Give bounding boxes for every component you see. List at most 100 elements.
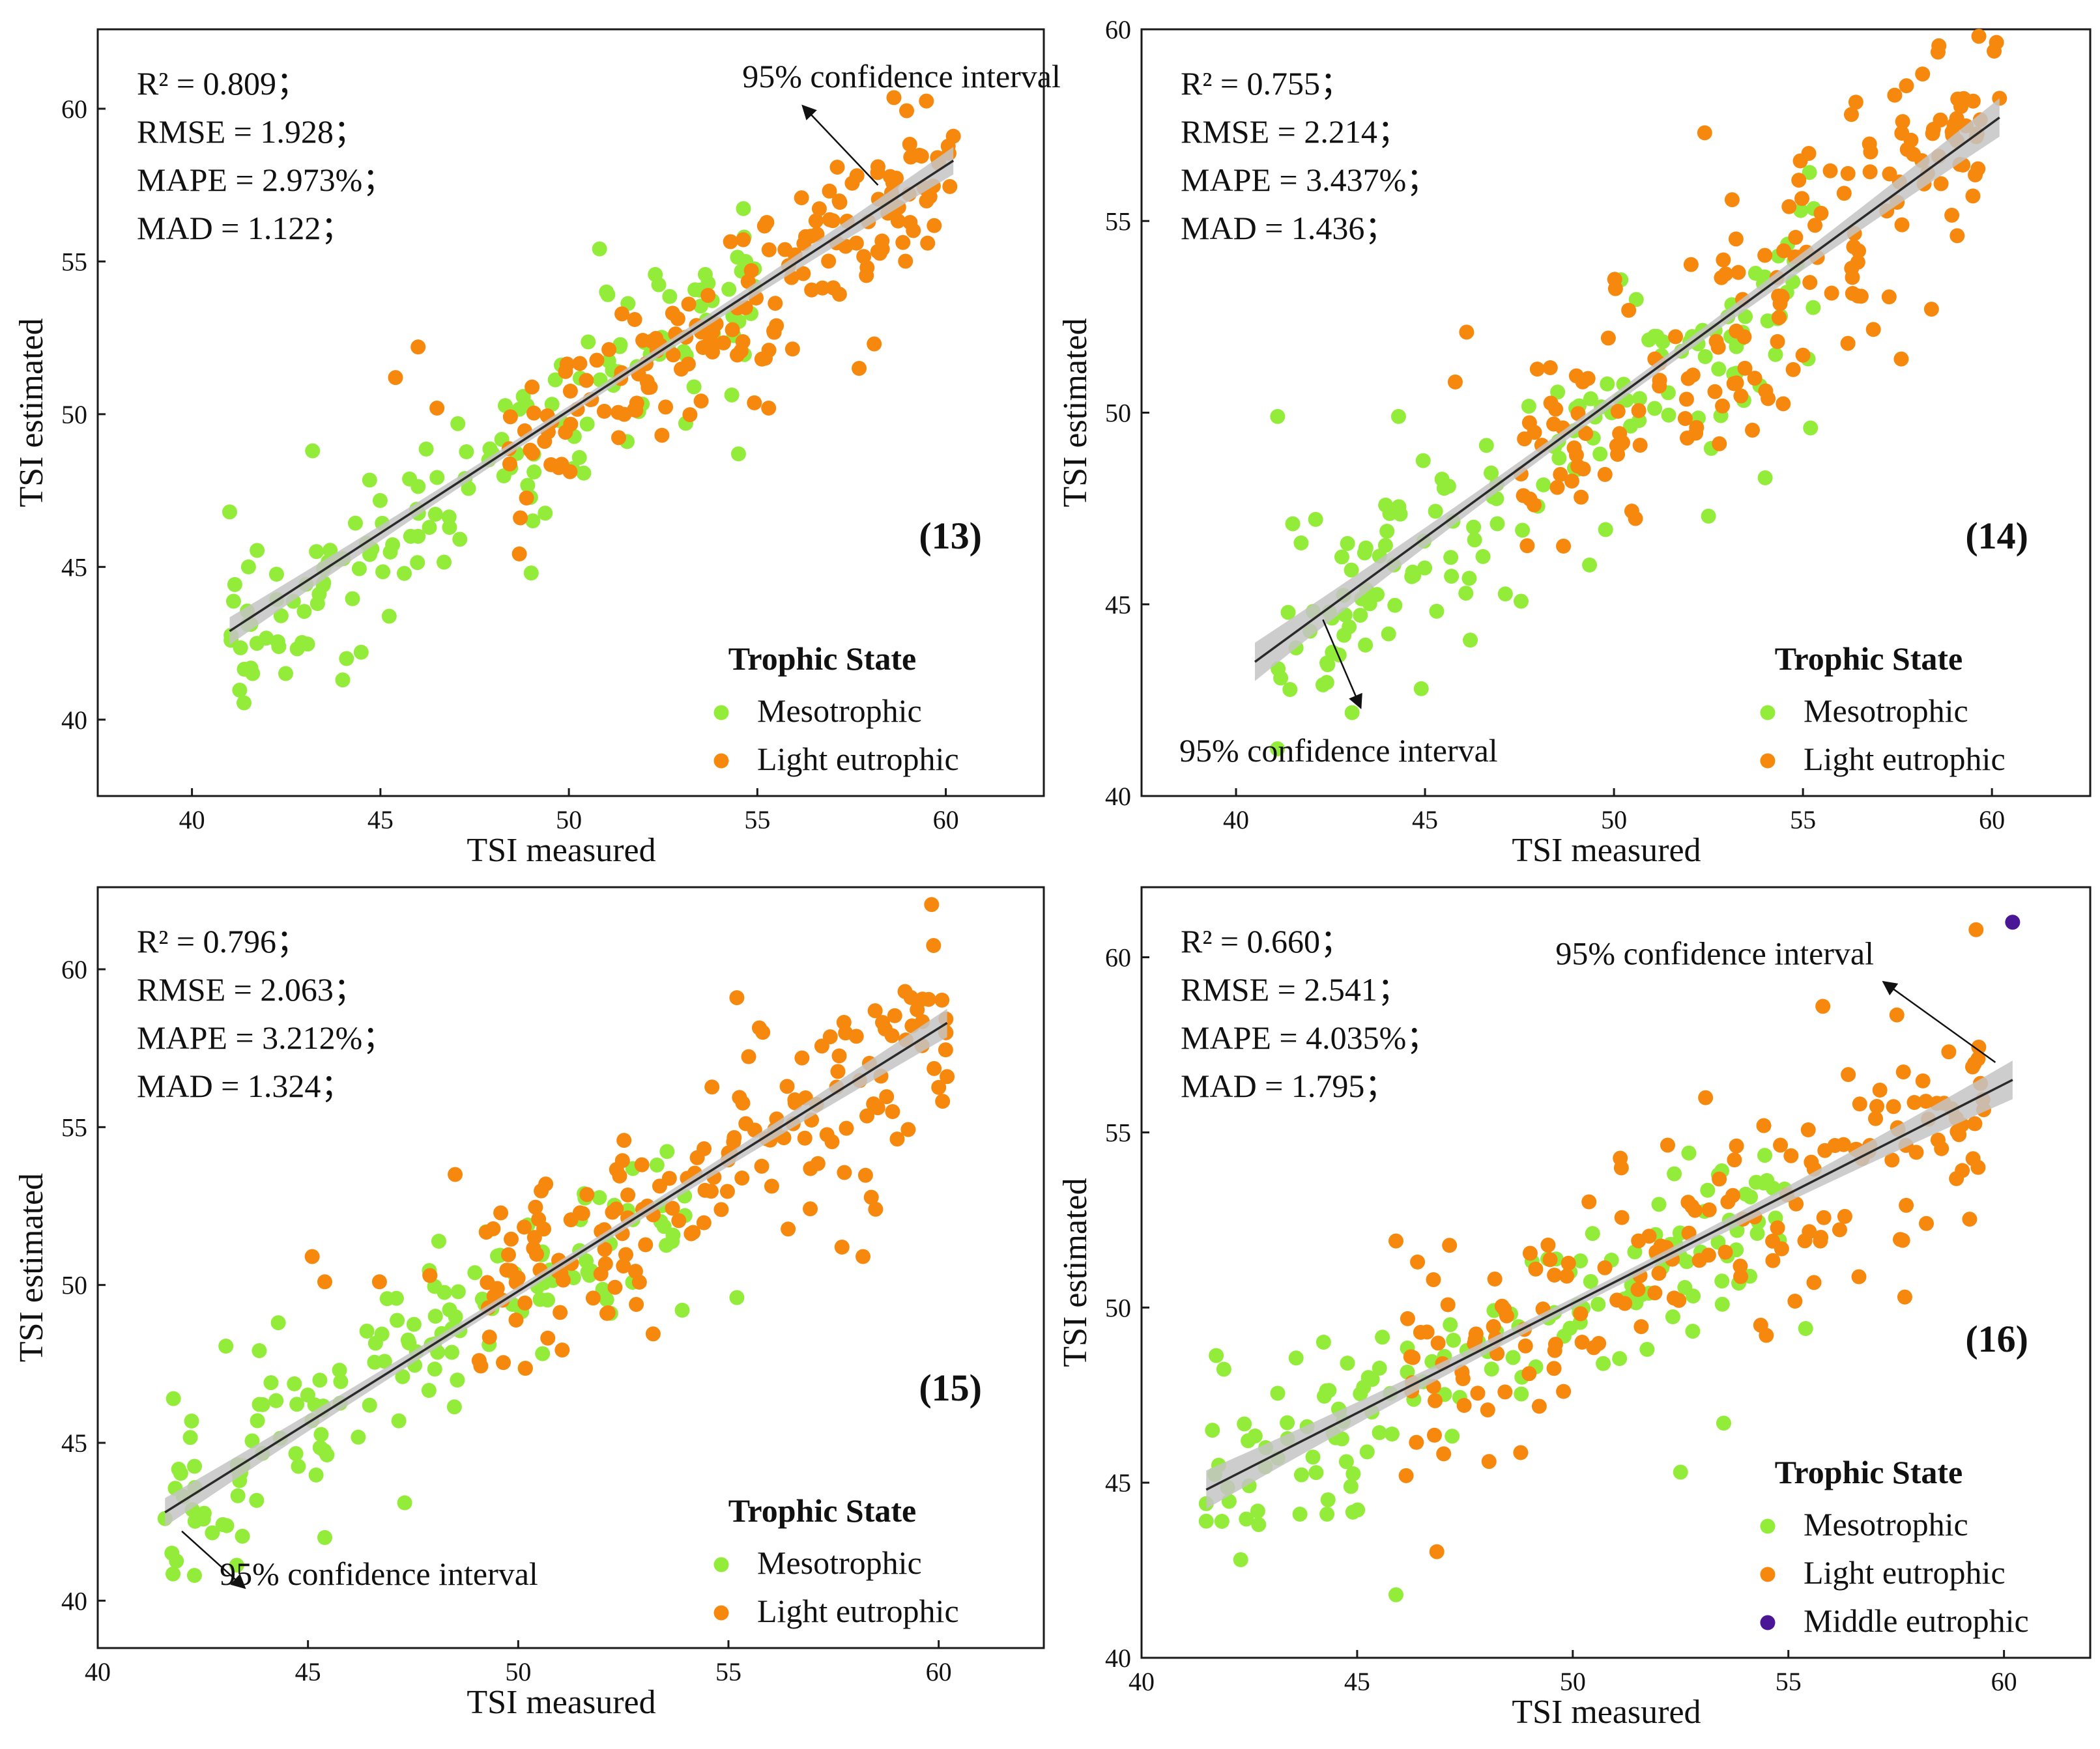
y-tick-label: 60	[61, 94, 87, 124]
data-point-mesotrophic	[1628, 292, 1644, 307]
data-point-mesotrophic	[1353, 1386, 1368, 1402]
data-point-light_eutrophic	[713, 1202, 729, 1217]
data-point-light_eutrophic	[1895, 1064, 1911, 1080]
data-point-light_eutrophic	[1400, 1311, 1415, 1326]
data-point-light_eutrophic	[899, 103, 915, 119]
data-point-mesotrophic	[305, 443, 321, 459]
data-point-light_eutrophic	[572, 1205, 588, 1221]
data-point-light_eutrophic	[1613, 1150, 1628, 1166]
y-tick-label: 50	[1105, 399, 1131, 428]
data-point-light_eutrophic	[1934, 1141, 1949, 1156]
data-point-light_eutrophic	[485, 1221, 501, 1236]
data-point-mesotrophic	[319, 1447, 335, 1462]
data-point-light_eutrophic	[1630, 1282, 1646, 1298]
data-point-light_eutrophic	[1894, 217, 1910, 233]
data-point-mesotrophic	[218, 1339, 234, 1354]
data-point-mesotrophic	[1360, 1370, 1376, 1386]
data-point-mesotrophic	[252, 1343, 267, 1359]
data-point-mesotrophic	[1681, 1145, 1697, 1161]
data-point-light_eutrophic	[725, 322, 740, 337]
data-point-light_eutrophic	[1683, 257, 1699, 272]
data-point-mesotrophic	[300, 1387, 315, 1403]
data-point-light_eutrophic	[868, 1201, 884, 1217]
data-point-mesotrophic	[187, 1458, 203, 1474]
data-point-mesotrophic	[1514, 593, 1529, 609]
data-point-mesotrophic	[313, 1427, 329, 1442]
data-point-light_eutrophic	[1781, 199, 1797, 214]
data-point-light_eutrophic	[1574, 1335, 1590, 1350]
data-point-light_eutrophic	[1813, 205, 1829, 221]
data-point-light_eutrophic	[1651, 1266, 1667, 1281]
data-point-light_eutrophic	[682, 407, 698, 423]
data-point-light_eutrophic	[729, 990, 745, 1006]
stat-line: RMSE = 2.214；	[1181, 113, 1410, 150]
data-point-light_eutrophic	[1813, 1230, 1829, 1245]
data-point-light_eutrophic	[526, 405, 541, 421]
data-point-light_eutrophic	[764, 1178, 779, 1194]
data-point-mesotrophic	[259, 631, 274, 646]
data-point-light_eutrophic	[1632, 437, 1648, 453]
data-point-light_eutrophic	[1962, 1212, 1978, 1227]
data-point-light_eutrophic	[1714, 270, 1729, 285]
legend: Trophic State Mesotrophic Light eutrophic	[713, 1492, 959, 1629]
data-point-light_eutrophic	[1680, 1195, 1696, 1210]
data-point-light_eutrophic	[1528, 1261, 1544, 1277]
data-point-light_eutrophic	[1442, 1238, 1458, 1253]
data-point-mesotrophic	[1270, 408, 1286, 424]
data-point-middle_eutrophic	[2005, 915, 2021, 930]
data-point-mesotrophic	[1344, 562, 1359, 578]
data-point-light_eutrophic	[1906, 1094, 1922, 1110]
data-point-mesotrophic	[171, 1461, 186, 1477]
data-point-light_eutrophic	[769, 318, 784, 334]
data-point-light_eutrophic	[900, 1122, 916, 1137]
data-point-light_eutrophic	[554, 457, 569, 472]
data-point-mesotrophic	[1596, 1356, 1611, 1371]
data-point-mesotrophic	[1338, 1454, 1354, 1470]
data-point-mesotrophic	[1655, 334, 1671, 349]
data-point-mesotrophic	[222, 504, 237, 520]
data-point-mesotrophic	[182, 1430, 198, 1445]
data-point-light_eutrophic	[597, 1242, 612, 1257]
data-point-mesotrophic	[1251, 1516, 1267, 1532]
y-tick-label: 55	[61, 247, 87, 276]
x-tick-label: 40	[85, 1657, 111, 1686]
x-tick-label: 55	[1776, 1667, 1802, 1696]
data-point-light_eutrophic	[1765, 1253, 1781, 1268]
data-point-light_eutrophic	[1837, 1208, 1852, 1224]
data-point-light_eutrophic	[1776, 243, 1792, 259]
data-point-mesotrophic	[184, 1414, 199, 1429]
data-point-light_eutrophic	[605, 1204, 620, 1220]
data-point-light_eutrophic	[614, 306, 630, 322]
data-point-mesotrophic	[332, 1362, 347, 1378]
data-point-mesotrophic	[659, 1144, 675, 1159]
data-point-mesotrophic	[1413, 681, 1429, 696]
data-point-mesotrophic	[295, 634, 310, 650]
chart-panel-4: 40 45 50 55 60 40 45 50 55 60 TSI measured TSI esti…	[1057, 886, 2092, 1731]
data-point-mesotrophic	[1358, 637, 1374, 653]
data-point-mesotrophic	[1467, 532, 1482, 548]
data-point-mesotrophic	[1701, 508, 1716, 524]
x-tick-label: 60	[933, 805, 959, 834]
data-point-mesotrophic	[497, 398, 513, 414]
data-point-light_eutrophic	[627, 1264, 643, 1279]
data-point-light_eutrophic	[317, 1274, 332, 1290]
y-tick-label: 50	[61, 1271, 87, 1300]
y-tick-label: 60	[1105, 943, 1131, 973]
data-point-light_eutrophic	[1908, 1145, 1924, 1160]
data-point-light_eutrophic	[1827, 1137, 1843, 1153]
data-point-light_eutrophic	[1949, 1171, 1964, 1186]
data-point-light_eutrophic	[1895, 114, 1910, 130]
data-point-light_eutrophic	[1773, 1137, 1789, 1153]
chart-panel-1: 40 45 50 55 60 40 45 50 55 60 TSI measured TSI esti…	[13, 28, 1061, 869]
data-point-mesotrophic	[1598, 522, 1613, 537]
data-point-mesotrophic	[1716, 1415, 1731, 1431]
stat-line: MAD = 1.795；	[1181, 1068, 1397, 1104]
data-point-mesotrophic	[1673, 1464, 1688, 1480]
data-point-mesotrophic	[730, 249, 745, 265]
data-point-light_eutrophic	[480, 1275, 495, 1290]
data-point-light_eutrophic	[689, 1150, 705, 1165]
data-point-light_eutrophic	[1915, 66, 1931, 82]
data-point-light_eutrophic	[1716, 252, 1731, 268]
data-point-light_eutrophic	[371, 1274, 387, 1290]
data-point-light_eutrophic	[702, 335, 717, 351]
